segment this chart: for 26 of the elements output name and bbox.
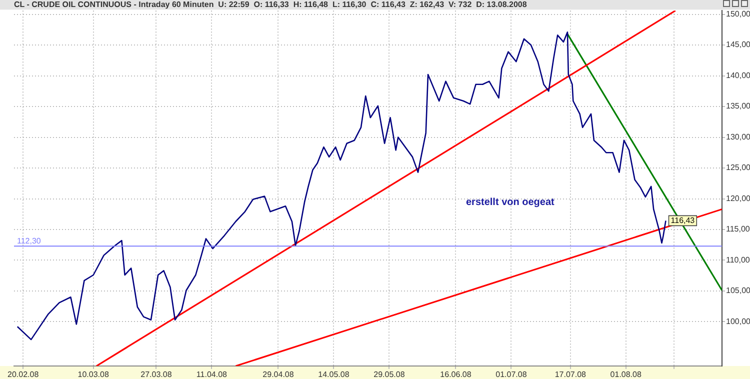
- y-tick-label: 145,00: [726, 40, 750, 50]
- y-tick-label: 150,00: [726, 9, 750, 18]
- y-tick-label: 110,00: [726, 255, 750, 264]
- x-tick-label: 17.07.08: [554, 370, 587, 379]
- chart-title: CL - CRUDE OIL CONTINUOUS - Intraday 60 Minuten U: 22:59 O: 116,33 H: 116,48 L: 116,30 C: 116,43 Z: 162,43 V: 732 D: 13.08.2008: [14, 0, 528, 10]
- x-tick-label: 01.08.08: [610, 370, 642, 379]
- x-tick-label: 16.06.08: [440, 370, 472, 379]
- y-tick-label: 120,00: [726, 194, 750, 203]
- x-tick-label: 14.05.08: [318, 370, 350, 379]
- y-tick-label: 130,00: [726, 132, 750, 142]
- y-tick-label: 140,00: [726, 70, 750, 80]
- x-tick-label: 10.03.08: [78, 370, 110, 379]
- ref-line-label: 112,30: [17, 236, 42, 246]
- x-tick-label: 29.05.08: [374, 370, 406, 379]
- x-tick-label: 29.04.08: [262, 370, 294, 379]
- x-tick-label: 20.02.08: [8, 370, 40, 379]
- annotation: erstellt von oegeat: [466, 196, 556, 208]
- y-tick-label: 100,00: [726, 316, 750, 326]
- data-label: 116,43: [670, 216, 696, 225]
- y-tick-label: 105,00: [726, 286, 750, 296]
- y-tick-label: 115,00: [726, 224, 750, 234]
- y-tick-label: 125,00: [726, 163, 750, 172]
- x-tick-label: 01.07.08: [496, 370, 528, 379]
- x-tick-label: 27.03.08: [140, 370, 172, 379]
- y-tick-label: 135,00: [726, 102, 750, 111]
- x-tick-label: 11.04.08: [196, 370, 228, 379]
